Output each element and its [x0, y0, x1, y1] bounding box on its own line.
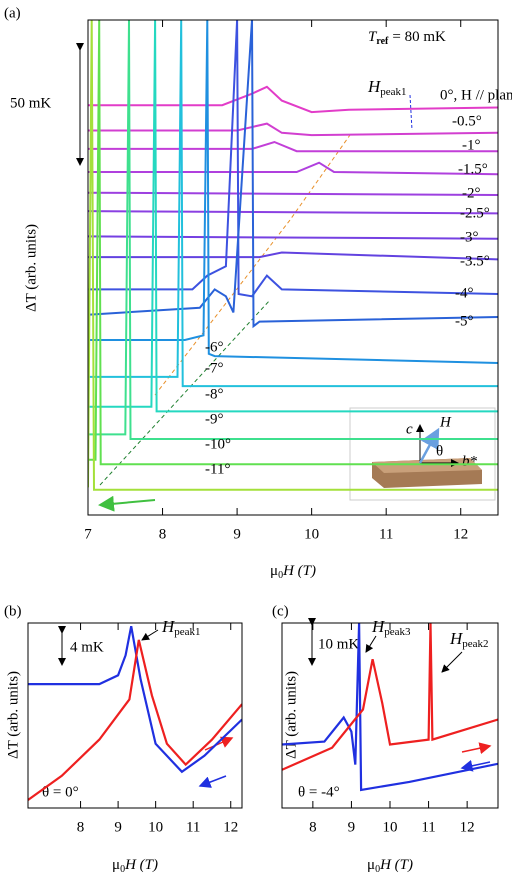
series-label: -3°	[460, 229, 479, 245]
x-tick-label: 9	[233, 526, 241, 542]
x-tick-label: 10	[304, 526, 319, 542]
plot-frame	[27, 622, 243, 809]
x-tick-label: 8	[309, 819, 317, 835]
annotation: Hpeak1	[161, 617, 201, 638]
x-tick-label: 9	[348, 819, 356, 835]
series-label: -7°	[205, 360, 224, 376]
condition: θ = 0°	[42, 784, 79, 800]
series-label: -9°	[205, 411, 224, 427]
series-label: -11°	[205, 461, 230, 477]
series-label: -0.5°	[452, 113, 482, 129]
panel-label: (c)	[272, 603, 289, 619]
panel-b: (b) θ = 0° 4 mK Hpeak1 ΔT (arb. units) μ…	[4, 603, 243, 875]
x-tick-label: 11	[186, 819, 200, 835]
annotation: Hpeak3	[371, 617, 411, 638]
guide	[409, 94, 413, 131]
x-tick-label: 12	[460, 819, 475, 835]
series-line	[88, 161, 498, 176]
series-line	[88, 140, 498, 153]
series-line	[88, 210, 498, 215]
series-line	[282, 623, 498, 792]
series-line	[88, 20, 498, 413]
series-line	[88, 20, 498, 298]
inset-label: H	[439, 414, 452, 430]
title: Tref = 80 mK	[368, 29, 446, 47]
series-line	[28, 625, 242, 774]
series-line	[88, 251, 498, 261]
panel-label: (a)	[4, 5, 21, 21]
series-label: -1°	[462, 137, 481, 153]
series-line	[88, 20, 498, 364]
x-tick-label: 11	[379, 526, 393, 542]
annotation: Hpeak2	[449, 629, 489, 650]
series-line	[88, 85, 498, 114]
plot-frame	[281, 622, 499, 809]
x-tick-label: 10	[383, 819, 398, 835]
series-label: -4°	[455, 285, 474, 301]
panel-a: (a) Tref = 80 mK Hpeak1 50 mK ΔT (arb. un…	[4, 5, 512, 581]
series-line	[88, 235, 498, 240]
scale-bar-label: 50 mK	[10, 95, 51, 111]
panel-label: (b)	[4, 603, 22, 619]
series-line	[88, 20, 498, 440]
y-label: ΔT (arb. units)	[5, 671, 21, 759]
scale-bar-label: 4 mK	[70, 639, 104, 655]
series-label: -8°	[205, 386, 224, 402]
series-label: 0°, H // plane	[440, 87, 512, 103]
guide	[154, 134, 351, 396]
inset-label: c	[406, 421, 413, 437]
y-label: ΔT (arb. units)	[283, 671, 299, 759]
series-line	[88, 122, 498, 137]
condition: θ = -4°	[298, 784, 340, 800]
x-tick-label: 8	[77, 819, 85, 835]
series-label: -3.5°	[460, 253, 490, 269]
annotation: Hpeak1	[367, 77, 407, 98]
x-tick-label: 12	[223, 819, 238, 835]
x-label: μ0H (T)	[367, 857, 413, 875]
x-tick-label: 11	[421, 819, 435, 835]
arrow	[98, 495, 156, 512]
series-label: -10°	[205, 436, 231, 452]
plot-frame	[87, 19, 499, 516]
panel-c: (c) θ = -4° 10 mK Hpeak3 Hpeak2 ΔT (arb.…	[272, 603, 499, 875]
series-line	[88, 191, 498, 196]
series-label: -1.5°	[458, 161, 488, 177]
x-label: μ0H (T)	[112, 857, 158, 875]
scale-bar-label: 10 mK	[318, 636, 359, 652]
inset-label: b*	[462, 453, 478, 469]
series-line	[88, 20, 498, 388]
series-label: -2.5°	[460, 205, 490, 221]
series-label: -2°	[462, 185, 481, 201]
inset: c H θ b*	[349, 407, 496, 501]
y-label: ΔT (arb. units)	[23, 224, 39, 312]
x-tick-label: 12	[453, 526, 468, 542]
series-line	[88, 20, 498, 491]
x-tick-label: 9	[114, 819, 122, 835]
inset-label: θ	[436, 443, 443, 459]
series-line	[28, 639, 242, 801]
x-tick-label: 10	[148, 819, 163, 835]
series-label: -5°	[455, 313, 474, 329]
series-line	[88, 20, 498, 466]
x-tick-label: 7	[84, 526, 92, 542]
series-label: -6°	[205, 339, 224, 355]
series-line	[282, 623, 498, 771]
x-label: μ0H (T)	[270, 563, 316, 581]
x-tick-label: 8	[159, 526, 167, 542]
